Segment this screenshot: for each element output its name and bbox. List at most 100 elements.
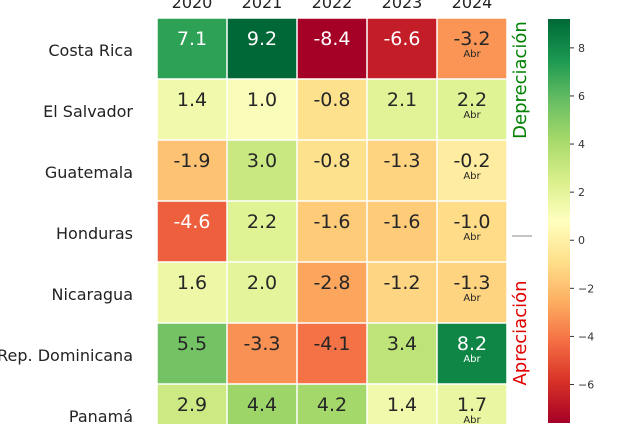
heatmap-cell (437, 262, 507, 323)
row-label: Rep. Dominicana (0, 346, 133, 365)
cell-value-label: -1.3 (453, 272, 490, 294)
column-label: 2021 (242, 0, 283, 12)
heatmap-cell (437, 323, 507, 384)
heatmap-cell (367, 384, 437, 424)
heatmap-cell (227, 262, 297, 323)
colorbar-tick-label: 6 (578, 90, 585, 103)
cell-value-label: 8.2 (457, 333, 487, 355)
heatmap-cell (227, 201, 297, 262)
cell-note-label: Abr (463, 171, 481, 182)
side-annotations: Depreciación Apreciación (510, 21, 532, 386)
cell-value-label: 7.1 (177, 28, 207, 50)
cell-value-label: 2.0 (247, 272, 277, 294)
colorbar-tick-label: 0 (578, 234, 585, 247)
column-label: 2023 (382, 0, 423, 12)
cell-value-label: 1.6 (177, 272, 207, 294)
column-labels: 2020 2021 2022 2023 2024 (172, 0, 493, 12)
cell-value-label: 1.7 (457, 394, 487, 416)
heatmap-cell (367, 201, 437, 262)
column-label: 2024 (452, 0, 493, 12)
cell-value-label: -2.8 (313, 272, 350, 294)
cell-value-label: -4.6 (173, 211, 210, 233)
heatmap-cell (297, 140, 367, 201)
cell-value-label: 1.4 (177, 89, 207, 111)
cell-note-label: Abr (463, 354, 481, 365)
cell-value-label: -0.8 (313, 89, 350, 111)
cell-value-label: -1.0 (453, 211, 490, 233)
cell-value-label: -1.6 (383, 211, 420, 233)
row-label: Guatemala (45, 163, 133, 182)
heatmap-cell (437, 79, 507, 140)
heatmap-cell (157, 201, 227, 262)
cell-value-label: 3.4 (387, 333, 417, 355)
heatmap-cell (367, 262, 437, 323)
colorbar-tick-label: 8 (578, 42, 585, 55)
cell-value-label: 2.1 (387, 89, 417, 111)
heatmap-cell (297, 262, 367, 323)
row-labels: Costa Rica El Salvador Guatemala Honduras Ni… (0, 41, 133, 424)
cell-value-label: 1.4 (387, 394, 417, 416)
heatmap-cell (157, 384, 227, 424)
cell-value-label: -8.4 (313, 28, 350, 50)
cell-value-label: 3.0 (247, 150, 277, 172)
colorbar-tick-label: −2 (578, 282, 594, 295)
heatmap-cell (227, 79, 297, 140)
cell-note-label: Abr (463, 293, 481, 304)
colorbar-tick-label: −6 (578, 379, 594, 392)
heatmap-cell (297, 79, 367, 140)
colorbar-tick-label: −4 (578, 330, 594, 343)
cell-value-label: 1.0 (247, 89, 277, 111)
cell-value-label: 4.2 (317, 394, 347, 416)
heatmap-cell (157, 140, 227, 201)
cell-note-label: Abr (463, 49, 481, 60)
cell-value-label: 4.4 (247, 394, 277, 416)
cell-note-label: Abr (463, 110, 481, 121)
heatmap-cell (157, 18, 227, 79)
cell-value-label: -3.3 (243, 333, 280, 355)
cell-value-label: -1.3 (383, 150, 420, 172)
cell-value-label: 2.2 (247, 211, 277, 233)
heatmap-cell (437, 140, 507, 201)
cell-value-label: -0.8 (313, 150, 350, 172)
column-label: 2022 (312, 0, 353, 12)
cell-value-label: 2.2 (457, 89, 487, 111)
row-label: Panamá (69, 407, 133, 424)
appreciation-label: Apreciación (510, 280, 531, 385)
cell-value-label: 5.5 (177, 333, 207, 355)
heatmap-cell (157, 323, 227, 384)
cell-value-label: -1.9 (173, 150, 210, 172)
depreciation-label: Depreciación (510, 21, 531, 139)
row-label: Nicaragua (52, 285, 134, 304)
cell-value-label: 2.9 (177, 394, 207, 416)
heatmap-cell (157, 262, 227, 323)
heatmap-cell (297, 323, 367, 384)
row-label: El Salvador (43, 102, 133, 121)
heatmap-cell (367, 323, 437, 384)
cell-value-label: -4.1 (313, 333, 350, 355)
heatmap-cell (367, 140, 437, 201)
colorbar: −6 −4 −2 0 2 4 6 8 (548, 19, 594, 423)
row-label: Honduras (56, 224, 133, 243)
heatmap-cell (367, 79, 437, 140)
cell-note-label: Abr (463, 232, 481, 243)
column-label: 2020 (172, 0, 213, 12)
colorbar-tick-label: 2 (578, 186, 585, 199)
heatmap-cell (437, 18, 507, 79)
heatmap-cell (227, 384, 297, 424)
cell-value-label: -6.6 (383, 28, 420, 50)
heatmap-cell (297, 18, 367, 79)
cell-note-label: Abr (463, 415, 481, 424)
colorbar-gradient (548, 19, 570, 423)
heatmap-cell (227, 323, 297, 384)
cell-value-label: -0.2 (453, 150, 490, 172)
cell-value-label: -1.2 (383, 272, 420, 294)
heatmap-cell (227, 140, 297, 201)
cell-value-label: 9.2 (247, 28, 277, 50)
heatmap-cell (227, 18, 297, 79)
heatmap-cell (297, 384, 367, 424)
cell-value-label: -1.6 (313, 211, 350, 233)
row-label: Costa Rica (48, 41, 133, 60)
heatmap-cell (367, 18, 437, 79)
